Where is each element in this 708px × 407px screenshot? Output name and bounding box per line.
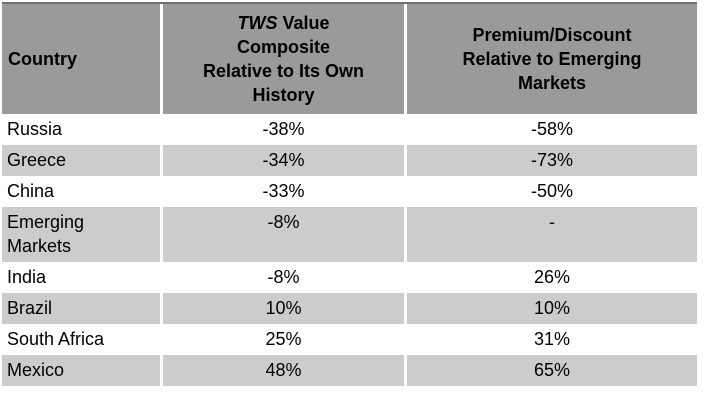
table-row: Brazil 10% 10% xyxy=(2,293,697,324)
country-cell: Mexico xyxy=(2,355,163,386)
table-header: Country TWS Value Composite Relative to … xyxy=(2,4,697,114)
header-premium-discount-label: Premium/Discount Relative to Emerging Ma… xyxy=(462,25,642,93)
header-premium-discount-column: Premium/Discount Relative to Emerging Ma… xyxy=(407,4,697,114)
header-row: Country TWS Value Composite Relative to … xyxy=(2,4,697,114)
premium-discount-cell: -73% xyxy=(407,145,697,176)
header-tws-line-4: History xyxy=(252,85,315,105)
tws-value-cell: -38% xyxy=(163,114,407,145)
tws-value-cell: -34% xyxy=(163,145,407,176)
country-cell: Russia xyxy=(2,114,163,145)
country-valuation-table: Country TWS Value Composite Relative to … xyxy=(2,2,697,386)
table-body: Russia -38% -58% Greece -34% -73% China -33% -50… xyxy=(2,114,697,386)
tws-value-cell: 48% xyxy=(163,355,407,386)
premium-discount-cell: 26% xyxy=(533,267,571,287)
table-row: Greece -34% -73% xyxy=(2,145,697,176)
premium-discount-cell: 10% xyxy=(407,293,697,324)
tws-value-cell: -33% xyxy=(163,176,407,207)
premium-discount-cell: - xyxy=(407,207,697,262)
header-tws-line-3: Relative to Its Own xyxy=(202,61,365,81)
header-tws-line-1: TWS Value xyxy=(237,13,330,33)
country-cell: Greece xyxy=(2,145,163,176)
country-cell: South Africa xyxy=(2,324,163,355)
country-cell: Emerging Markets xyxy=(2,207,163,262)
premium-discount-cell: 65% xyxy=(407,355,697,386)
table-row: South Africa 25% 31% xyxy=(2,324,697,355)
tws-value-cell: -8% xyxy=(163,262,407,293)
table-row: Emerging Markets -8% - xyxy=(2,207,697,262)
tws-value-cell: -8% xyxy=(163,207,407,262)
country-cell: China xyxy=(2,176,163,207)
table-row: India -8% 26% xyxy=(2,262,697,293)
tws-value-cell: 10% xyxy=(163,293,407,324)
header-tws-column: TWS Value Composite Relative to Its Own … xyxy=(163,4,407,114)
tws-value-cell: 25% xyxy=(163,324,407,355)
country-cell: India xyxy=(2,262,163,293)
header-country-column: Country xyxy=(2,4,163,114)
country-cell: Brazil xyxy=(2,293,163,324)
premium-discount-cell: -58% xyxy=(530,119,574,139)
table-row: Mexico 48% 65% xyxy=(2,355,697,386)
header-tws-line-2: Composite xyxy=(236,37,330,57)
tws-italic-text: TWS xyxy=(237,13,278,33)
premium-discount-cell: -50% xyxy=(530,181,574,201)
table-row: Russia -38% -58% xyxy=(2,114,697,145)
premium-discount-cell: 31% xyxy=(533,329,571,349)
table-row: China -33% -50% xyxy=(2,176,697,207)
